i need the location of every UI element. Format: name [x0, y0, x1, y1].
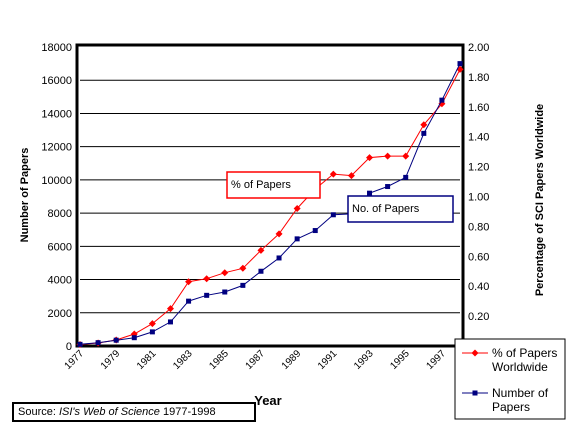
y2-tick-label: 1.60 — [468, 102, 489, 114]
annotation-label: % of Papers — [231, 179, 291, 191]
data-point — [385, 184, 391, 190]
data-point — [221, 269, 229, 277]
y-tick-label: 18000 — [41, 42, 72, 54]
y-tick-label: 6000 — [48, 241, 72, 253]
y-axis-label: Number of Papers — [19, 148, 31, 243]
y2-tick-label: 0.80 — [468, 221, 489, 233]
data-point — [366, 154, 374, 162]
x-tick-label: 1983 — [171, 348, 195, 372]
y2-tick-label: 1.40 — [468, 132, 489, 144]
data-point — [276, 255, 282, 261]
data-point — [113, 337, 119, 343]
y-tick-label: 14000 — [41, 108, 72, 120]
legend-label: % of Papers — [492, 346, 557, 360]
legend-label: Papers — [492, 400, 530, 414]
data-point — [384, 152, 392, 160]
data-point — [77, 341, 83, 347]
y-tick-label: 10000 — [41, 175, 72, 187]
legend-label: Worldwide — [492, 360, 548, 374]
x-tick-label: 1997 — [425, 348, 449, 372]
data-point — [347, 172, 355, 180]
data-point — [240, 282, 246, 288]
y-tick-label: 16000 — [41, 75, 72, 87]
x-tick-label: 1989 — [280, 348, 304, 372]
source-years: 1977-1998 — [159, 406, 216, 418]
series-line — [79, 63, 461, 345]
annotation-label: No. of Papers — [352, 203, 420, 215]
legend-label: Number of — [492, 386, 549, 400]
y2-tick-label: 2.00 — [468, 42, 489, 54]
y2-tick-label: 0.60 — [468, 251, 489, 263]
x-tick-label: 1993 — [352, 348, 376, 372]
y-tick-label: 12000 — [41, 142, 72, 154]
data-point — [95, 340, 101, 346]
annotation-box — [226, 171, 321, 199]
data-point — [148, 320, 156, 328]
legend-marker — [471, 349, 479, 357]
data-point — [275, 230, 283, 238]
data-point — [166, 305, 174, 313]
legend-marker — [472, 390, 478, 396]
data-point — [203, 275, 211, 283]
data-point — [330, 212, 336, 218]
data-point — [420, 121, 428, 129]
data-point — [204, 292, 210, 298]
data-point — [457, 61, 463, 67]
data-point — [239, 264, 247, 272]
x-tick-label: 1981 — [135, 348, 159, 372]
x-tick-label: 1979 — [99, 348, 123, 372]
data-point — [421, 130, 427, 136]
data-point — [367, 190, 373, 196]
data-point — [131, 335, 137, 341]
annotation-box — [347, 195, 454, 223]
y2-tick-label: 1.80 — [468, 72, 489, 84]
x-tick-label: 1985 — [207, 348, 231, 372]
x-tick-label: 1995 — [388, 348, 412, 372]
y-tick-label: 0 — [66, 341, 72, 353]
data-point — [222, 289, 228, 295]
data-point — [312, 228, 318, 234]
x-tick-label: 1987 — [244, 348, 268, 372]
y-tick-label: 4000 — [48, 275, 72, 287]
x-axis-label: Year — [254, 393, 281, 408]
data-point — [257, 246, 265, 254]
data-point — [294, 236, 300, 242]
y-tick-label: 2000 — [48, 308, 72, 320]
source-prefix: Source: — [18, 406, 59, 418]
data-point — [439, 97, 445, 103]
data-point — [258, 268, 264, 274]
y2-tick-label: 0.20 — [468, 311, 489, 323]
y2-axis-label: Percentage of SCI Papers Worldwide — [534, 104, 546, 296]
x-tick-label: 1991 — [316, 348, 340, 372]
data-point — [149, 329, 155, 335]
y-tick-label: 8000 — [48, 208, 72, 220]
data-point — [329, 170, 337, 178]
data-point — [402, 152, 410, 160]
source-note: Source: ISI's Web of Science 1977-1998 — [12, 402, 256, 422]
y2-tick-label: 1.20 — [468, 162, 489, 174]
y2-tick-label: 0.40 — [468, 281, 489, 293]
series-line — [79, 69, 461, 345]
data-point — [167, 319, 173, 325]
y2-tick-label: 1.00 — [468, 192, 489, 204]
data-point — [186, 298, 192, 304]
data-point — [293, 204, 301, 212]
source-database: ISI's Web of Science — [58, 406, 160, 418]
data-point — [185, 278, 193, 286]
data-point — [403, 174, 409, 180]
